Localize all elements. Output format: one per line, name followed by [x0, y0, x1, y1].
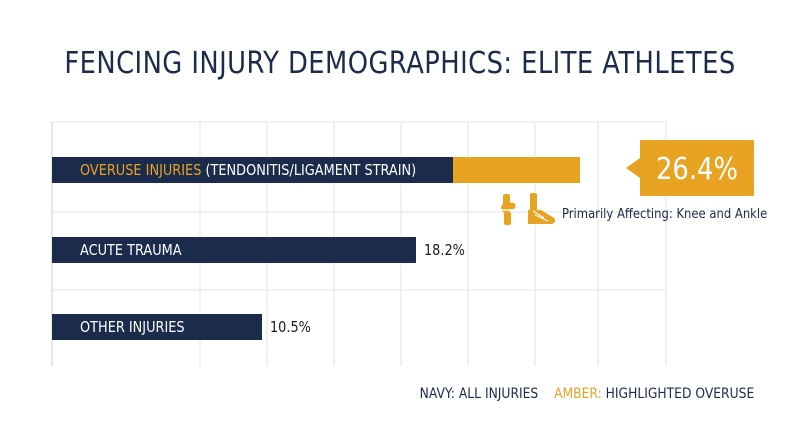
bar-navy-segment	[52, 157, 453, 183]
ankle-joint-icon	[528, 193, 556, 224]
category-label: OVERUSE INJURIES (TENDONITIS/LIGAMENT ST…	[80, 162, 416, 179]
bar-amber-segment	[453, 157, 580, 183]
value-label: 18.2%	[424, 242, 465, 259]
value-label: 10.5%	[270, 319, 311, 336]
chart-title: FENCING INJURY DEMOGRAPHICS: ELITE ATHLE…	[64, 46, 736, 81]
legend-key-amber: AMBER:	[553, 386, 602, 402]
bar	[52, 237, 416, 263]
category-label-text: OTHER INJURIES	[80, 319, 185, 336]
value-label: 26.4%	[656, 151, 738, 186]
knee-joint-icon	[501, 194, 516, 225]
category-label-text: (TENDONITIS/LIGAMENT STRAIN)	[201, 162, 416, 179]
legend-item-navy: NAVY: ALL INJURIES	[419, 386, 539, 402]
bar-group: OTHER INJURIES 10.5%	[52, 314, 311, 340]
category-label: ACUTE TRAUMA	[80, 242, 182, 259]
category-label: OTHER INJURIES	[80, 319, 185, 336]
legend: NAVY: ALL INJURIES AMBER: HIGHLIGHTED OVE…	[419, 386, 754, 402]
bar-group: OVERUSE INJURIES (TENDONITIS/LIGAMENT ST…	[52, 140, 754, 196]
bar-group: ACUTE TRAUMA 18.2%	[52, 237, 465, 263]
value-callout-box	[626, 140, 754, 196]
annotation-text: Primarily Affecting: Knee and Ankle	[562, 205, 767, 221]
category-label-highlight: OVERUSE INJURIES	[80, 162, 201, 179]
category-label-text: ACUTE TRAUMA	[80, 242, 182, 259]
legend-item-amber: HIGHLIGHTED OVERUSE	[601, 386, 754, 402]
bar	[52, 314, 262, 340]
